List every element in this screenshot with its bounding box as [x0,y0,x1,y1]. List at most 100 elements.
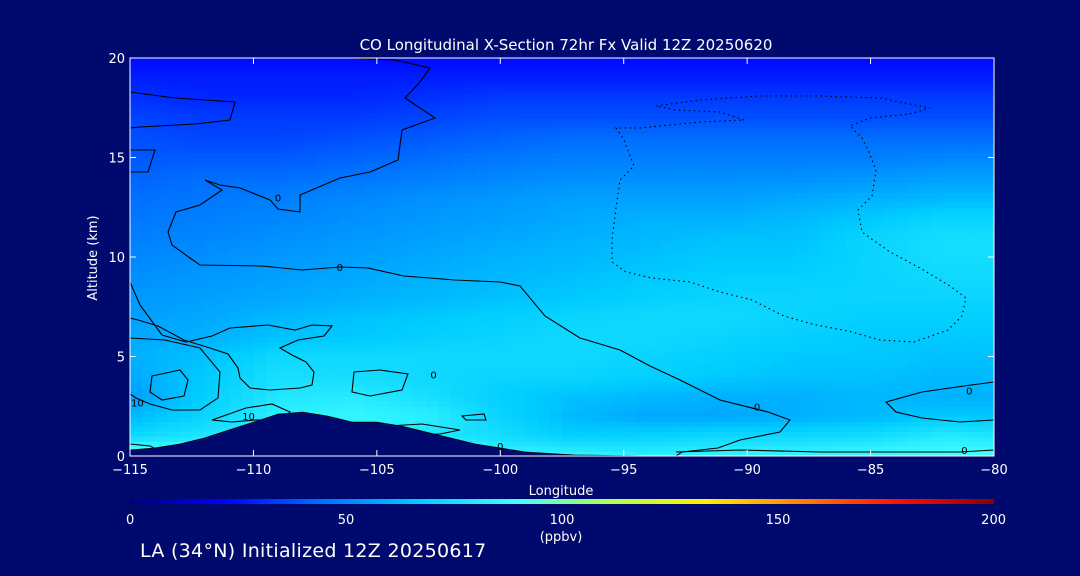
heatmap-cell [784,132,798,139]
heatmap-cell [376,291,390,298]
heatmap-cell [574,107,588,114]
heatmap-cell [241,107,255,114]
heatmap-cell [562,331,575,338]
heatmap-cell [253,142,267,149]
heatmap-cell [858,421,872,427]
heatmap-cell [611,366,625,373]
heatmap-cell [537,446,551,452]
heatmap-cell [475,291,489,298]
heatmap-cell [944,242,958,248]
heatmap-cell [956,341,970,348]
heatmap-cell [660,132,674,139]
heatmap-cell [524,371,538,377]
heatmap-cell [265,132,279,139]
heatmap-cell [302,202,316,208]
heatmap-cell [327,286,341,293]
heatmap-cell [401,301,415,308]
heatmap-cell [771,182,785,188]
heatmap-cell [845,187,859,193]
heatmap-cell [524,247,538,253]
heatmap-cell [845,252,859,258]
heatmap-cell [302,172,316,179]
heatmap-cell [623,187,637,193]
heatmap-cell [265,291,279,298]
heatmap-cell [204,217,217,223]
heatmap-cell [981,306,994,313]
heatmap-cell [241,271,255,278]
heatmap-cell [179,157,193,164]
heatmap-cell [364,396,378,402]
heatmap-cell [895,122,909,129]
heatmap-cell [413,336,427,343]
heatmap-cell [734,361,748,368]
heatmap-cell [438,291,452,298]
heatmap-cell [722,421,736,427]
heatmap-cell [352,222,366,228]
heatmap-cell [747,321,761,328]
heatmap-cell [821,257,835,263]
heatmap-cell [981,247,994,253]
heatmap-cell [623,172,637,179]
heatmap-cell [722,252,736,258]
heatmap-cell [734,441,748,447]
heatmap-cell [315,386,329,392]
heatmap-cell [216,416,230,422]
heatmap-cell [981,261,994,268]
heatmap-cell [808,361,822,368]
heatmap-cell [524,232,538,238]
heatmap-cell [401,122,415,129]
heatmap-cell [376,202,390,208]
heatmap-cell [697,411,711,417]
heatmap-cell [821,441,835,447]
heatmap-cell [241,306,255,313]
heatmap-cell [475,406,489,412]
heatmap-cell [969,356,983,363]
heatmap-cell [697,351,711,358]
heatmap-cell [376,381,390,387]
heatmap-cell [401,311,415,318]
heatmap-cell [376,97,390,104]
heatmap-cell [697,202,711,208]
heatmap-cell [376,212,390,218]
heatmap-cell [265,232,279,238]
heatmap-cell [142,252,156,258]
heatmap-cell [500,142,514,149]
heatmap-cell [660,257,674,263]
heatmap-cell [438,97,452,104]
heatmap-cell [302,286,316,293]
heatmap-cell [919,232,933,238]
heatmap-cell [339,326,353,333]
heatmap-cell [278,361,292,368]
heatmap-cell [179,237,193,243]
heatmap-cell [944,132,958,139]
heatmap-cell [327,222,341,228]
heatmap-cell [784,232,798,238]
heatmap-cell [623,182,637,188]
heatmap-cell [524,291,538,298]
heatmap-cell [562,271,575,278]
heatmap-cell [216,261,230,268]
heatmap-cell [648,291,662,298]
heatmap-cell [660,227,674,233]
heatmap-cell [784,311,798,318]
heatmap-cell [204,426,217,432]
heatmap-cell [956,122,970,129]
heatmap-cell [981,147,994,154]
heatmap-cell [278,346,292,353]
heatmap-cell [549,366,563,373]
heatmap-cell [265,301,279,308]
heatmap-cell [191,411,205,417]
heatmap-cell [352,261,366,268]
heatmap-cell [636,441,649,447]
heatmap-cell [586,331,600,338]
heatmap-cell [524,271,538,278]
heatmap-cell [673,167,687,174]
heatmap-cell [389,341,403,348]
heatmap-cell [882,232,896,238]
heatmap-cell [562,326,575,333]
heatmap-cell [648,102,662,109]
heatmap-cell [759,117,773,124]
heatmap-cell [278,326,292,333]
heatmap-cell [512,232,526,238]
heatmap-cell [265,346,279,353]
